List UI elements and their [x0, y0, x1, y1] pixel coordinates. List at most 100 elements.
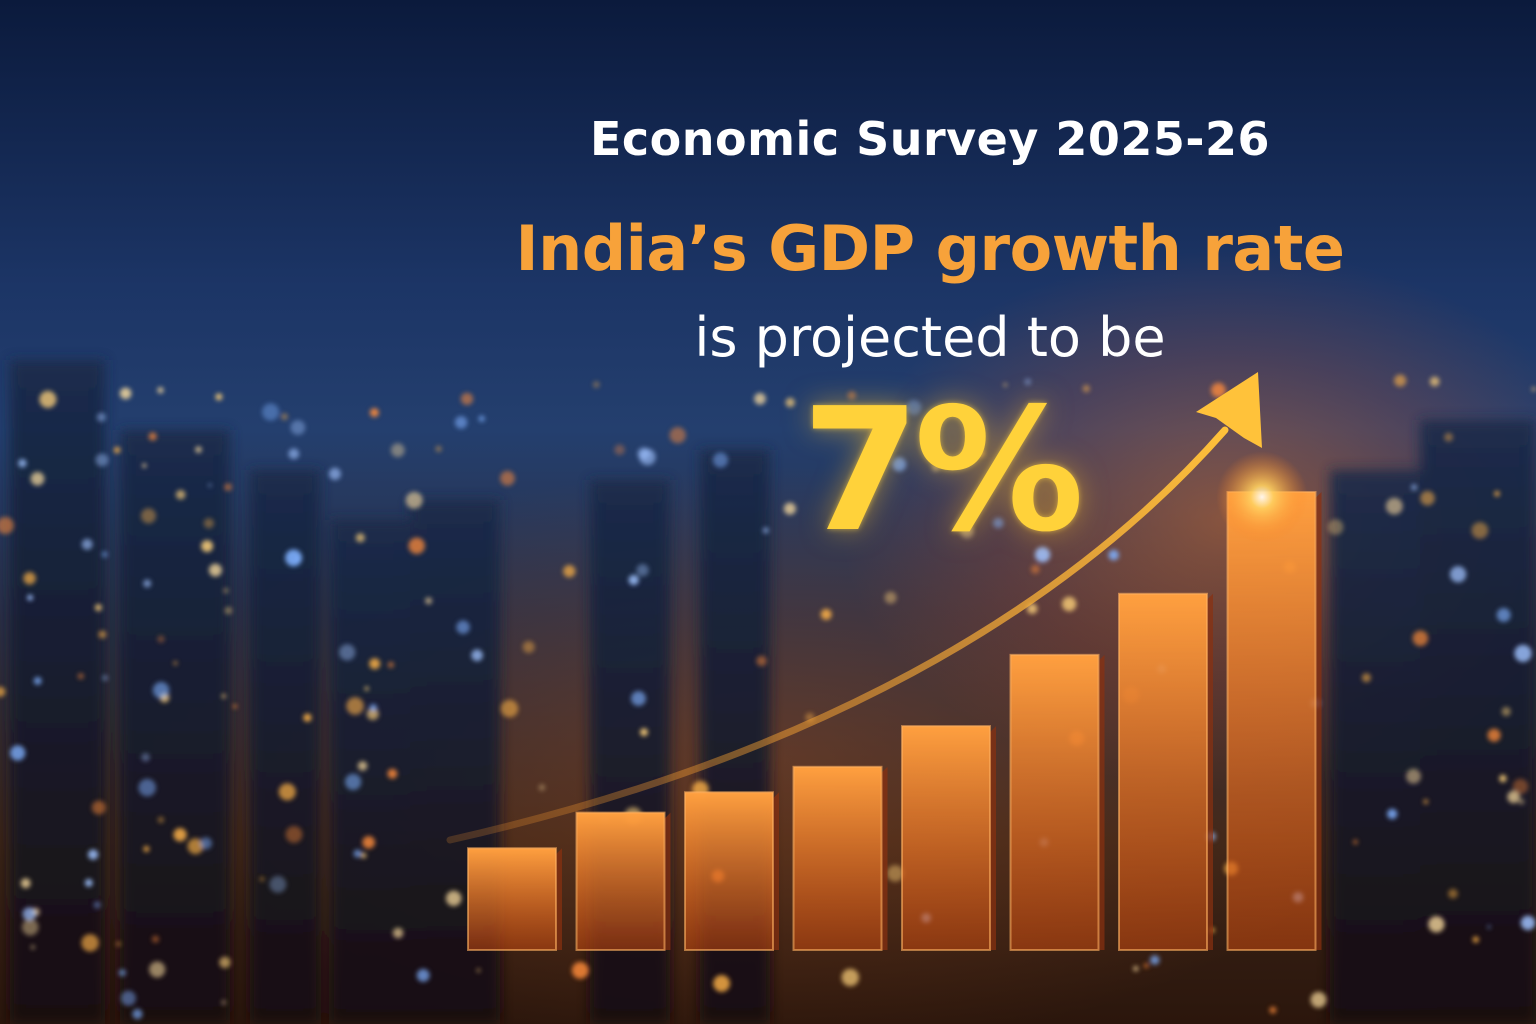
city-light	[1061, 506, 1068, 512]
city-light	[339, 644, 356, 661]
city-light	[93, 901, 101, 909]
city-light	[223, 587, 229, 594]
city-light	[1507, 790, 1520, 804]
city-light	[993, 517, 1004, 529]
city-light	[84, 878, 93, 887]
city-light	[81, 934, 99, 952]
city-light	[102, 674, 109, 682]
city-light	[538, 784, 546, 791]
city-light	[783, 502, 797, 515]
city-light	[390, 443, 405, 458]
city-light	[1062, 596, 1077, 612]
city-light	[27, 594, 34, 601]
city-light	[1394, 374, 1407, 387]
city-light	[1428, 916, 1445, 933]
city-light	[1429, 376, 1440, 387]
city-light	[445, 890, 462, 907]
city-light	[366, 708, 379, 720]
city-light	[138, 778, 156, 797]
city-light	[290, 420, 306, 435]
city-light	[113, 446, 121, 454]
city-light	[500, 699, 519, 718]
city-light	[1387, 808, 1398, 820]
survey-title: Economic Survey 2025-26	[589, 112, 1270, 166]
city-light	[478, 415, 486, 423]
city-light	[1487, 728, 1501, 742]
city-light	[157, 635, 165, 643]
city-light	[285, 826, 303, 843]
chart-bar	[467, 847, 557, 952]
city-light	[1150, 955, 1160, 965]
city-light	[1269, 1006, 1277, 1014]
city-light	[1518, 798, 1525, 805]
chart-bar	[1226, 491, 1317, 951]
city-light	[1501, 706, 1511, 717]
city-light	[149, 961, 166, 978]
city-light	[1420, 490, 1435, 506]
city-light	[20, 878, 31, 889]
gdp-headline: India’s GDP growth rate	[515, 212, 1345, 285]
city-light	[281, 413, 288, 421]
arrow-head-icon	[1196, 372, 1262, 448]
city-light	[353, 849, 362, 858]
city-light	[712, 452, 729, 468]
chart-bar	[575, 811, 666, 951]
city-light	[344, 773, 362, 791]
city-light	[173, 828, 187, 842]
city-light	[1514, 644, 1532, 663]
city-light	[219, 956, 231, 969]
city-light	[369, 704, 378, 712]
city-light	[614, 444, 625, 456]
trend-arrow-icon	[446, 426, 1229, 844]
city-light	[95, 453, 109, 467]
city-light	[756, 655, 767, 667]
bar-side	[1315, 492, 1322, 950]
city-light	[713, 975, 731, 992]
chart-bar	[792, 765, 883, 951]
city-light	[173, 661, 178, 666]
city-light	[631, 691, 646, 706]
chart-bar	[684, 791, 774, 951]
city-light	[364, 686, 369, 691]
city-light	[157, 816, 165, 823]
city-light	[101, 551, 108, 558]
city-light	[1472, 936, 1480, 943]
city-light	[30, 471, 45, 486]
city-light	[405, 491, 423, 509]
city-light	[960, 525, 974, 539]
city-light	[785, 397, 795, 408]
city-light	[0, 686, 6, 697]
city-light	[906, 400, 922, 416]
city-light	[1385, 497, 1403, 515]
city-light	[866, 454, 876, 464]
chart-bar	[1009, 653, 1100, 951]
city-light	[355, 533, 365, 543]
city-light	[221, 999, 227, 1006]
city-light	[416, 968, 430, 982]
bar-side	[881, 766, 888, 950]
city-light	[269, 875, 287, 893]
city-light	[30, 944, 36, 950]
city-light	[435, 445, 442, 452]
city-light	[119, 387, 132, 400]
city-light	[387, 768, 398, 779]
city-light	[288, 448, 300, 460]
city-light	[362, 836, 376, 849]
city-light	[1003, 382, 1008, 387]
city-light	[1406, 768, 1421, 784]
city-light	[1410, 484, 1418, 491]
city-light	[640, 728, 648, 737]
city-light	[285, 549, 303, 567]
city-light	[87, 849, 99, 860]
city-light	[1423, 799, 1429, 805]
city-light	[636, 564, 649, 577]
city-light	[142, 463, 147, 468]
city-light	[120, 990, 136, 1006]
city-light	[141, 753, 150, 762]
city-light	[392, 927, 404, 939]
city-light	[77, 673, 84, 680]
city-light	[21, 918, 39, 936]
